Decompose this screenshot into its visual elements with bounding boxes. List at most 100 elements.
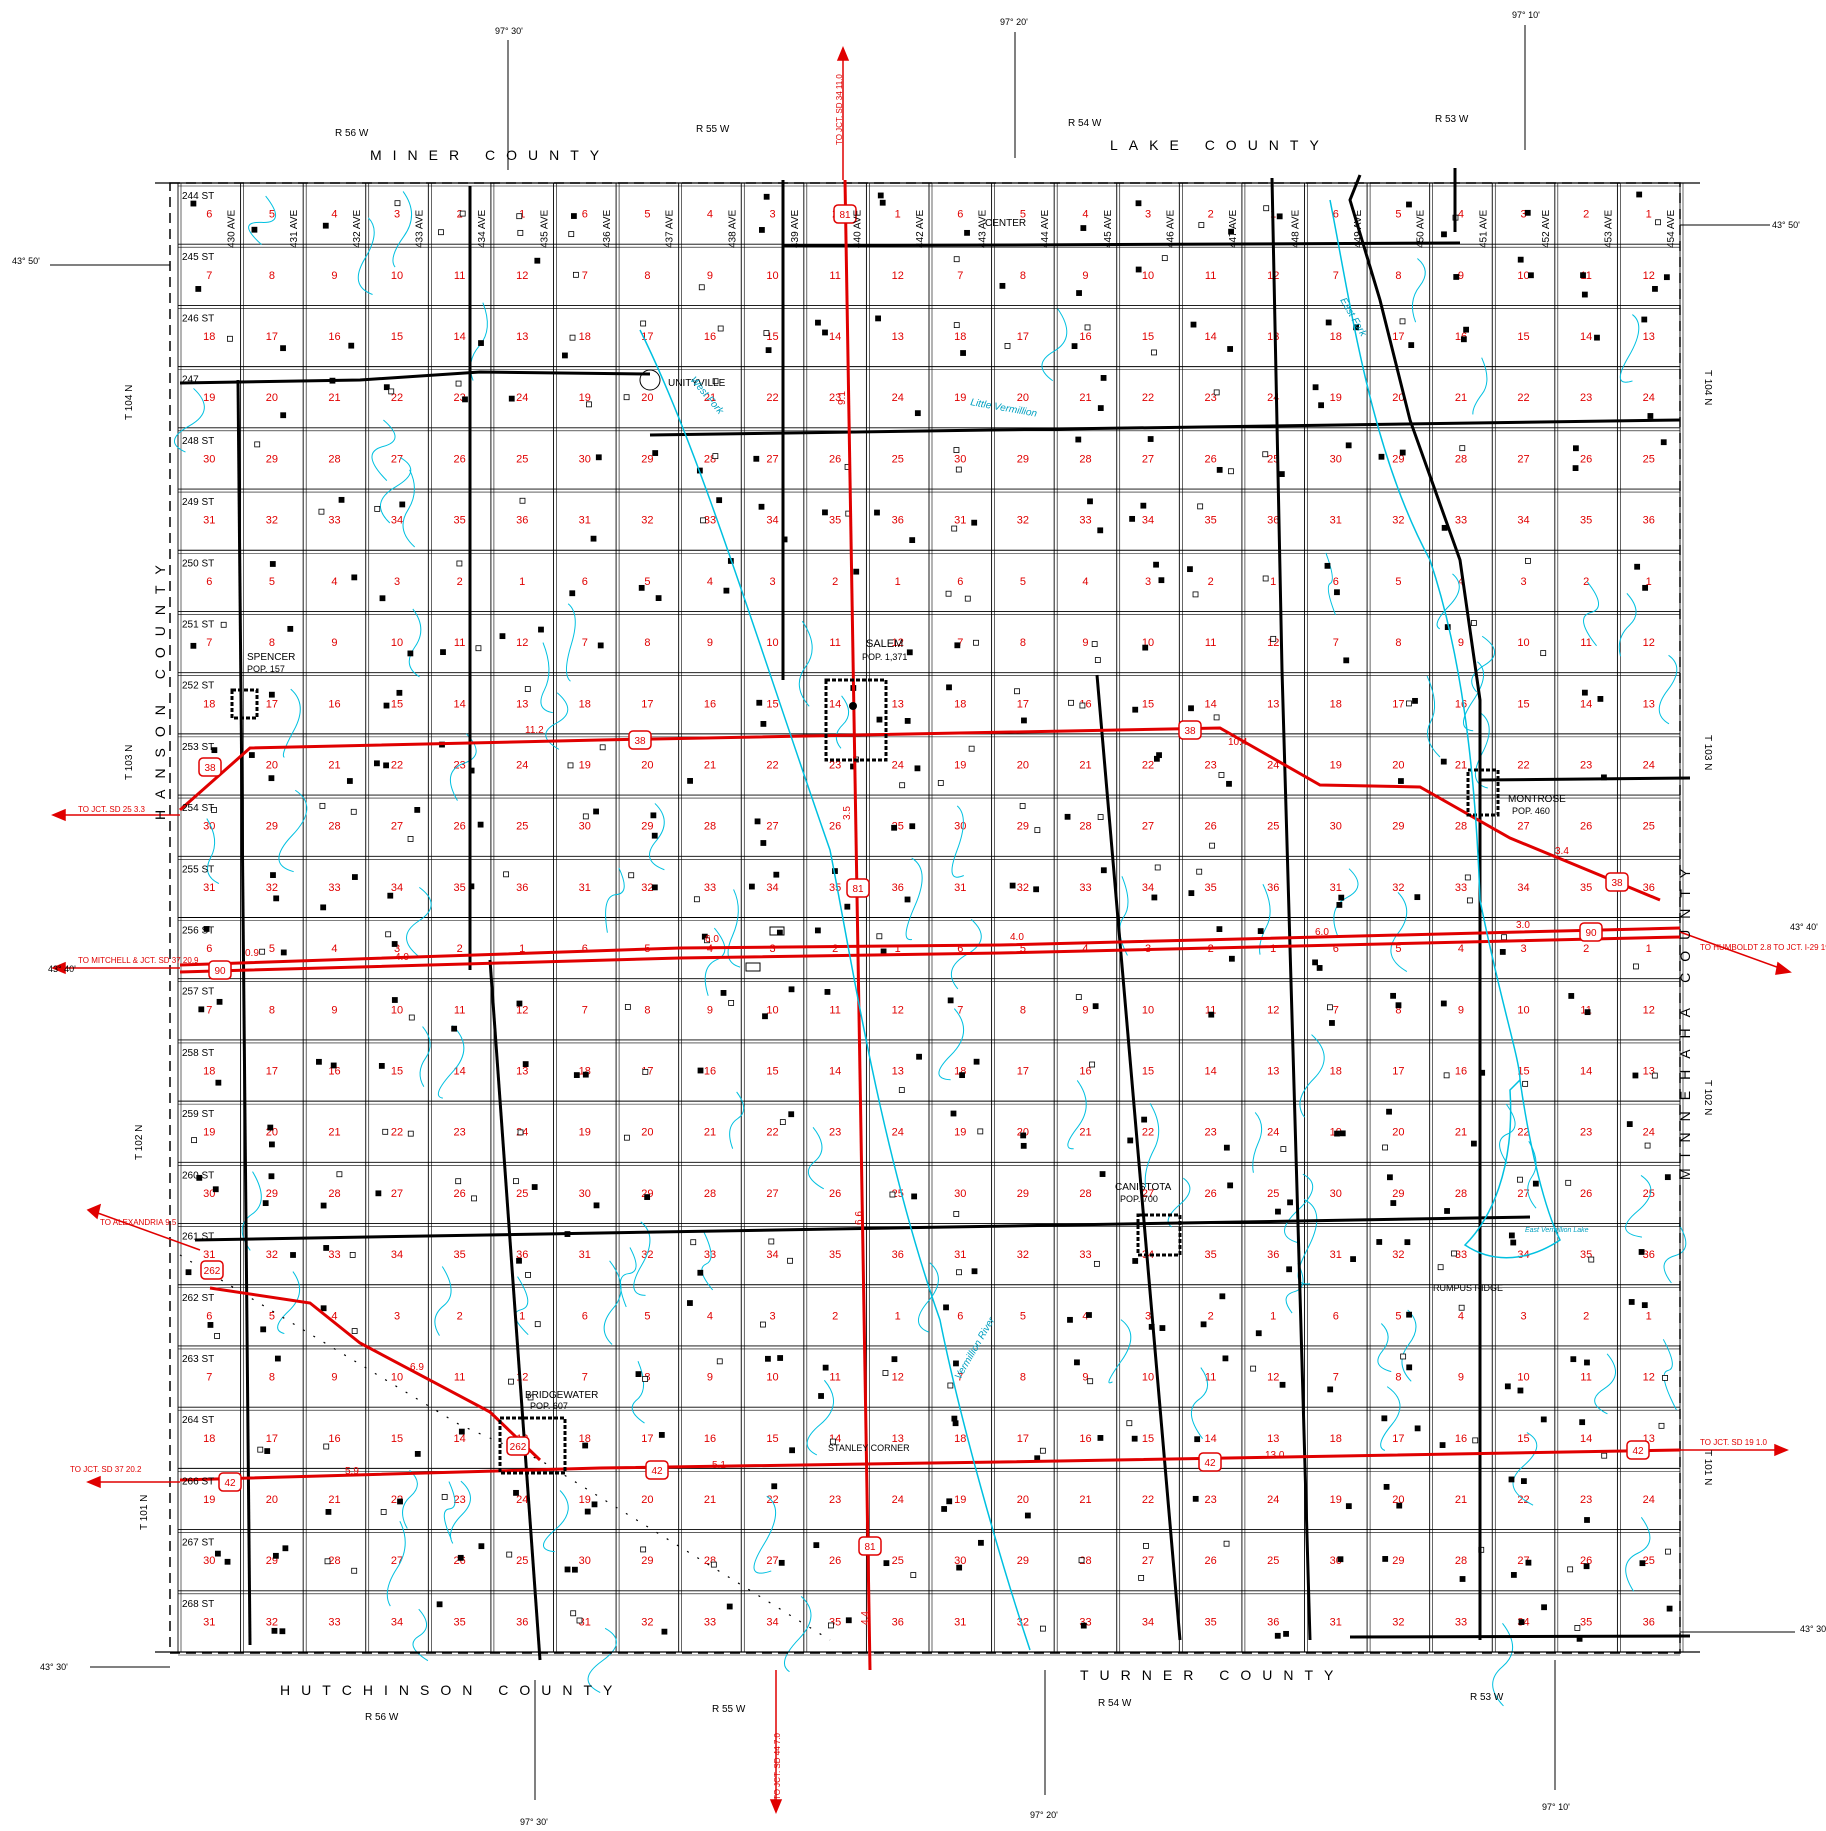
farmstead-marker: [1666, 1605, 1673, 1612]
section-number: 6: [206, 209, 212, 221]
section-number: 30: [954, 821, 966, 833]
section-number: 21: [1079, 759, 1091, 771]
section-number: 4: [707, 209, 713, 221]
farmstead-marker: [1350, 1256, 1356, 1263]
street-label: 258 ST: [182, 1048, 214, 1059]
farmstead-marker: [1642, 584, 1649, 591]
range-r54w-bottom: R 54 W: [1098, 1698, 1132, 1709]
section-number: 21: [328, 759, 340, 771]
section-number: 34: [391, 882, 403, 894]
farmstead-marker: [269, 561, 276, 567]
farmstead-marker: [628, 872, 635, 879]
farmstead-marker: [380, 1509, 387, 1515]
farmstead-marker: [1327, 1386, 1334, 1393]
section-number: 8: [1395, 1004, 1401, 1016]
farmstead-marker: [1517, 1387, 1524, 1394]
farmstead-marker: [582, 813, 589, 820]
farmstead-marker: [203, 926, 210, 932]
section-number: 21: [1455, 392, 1467, 404]
mileage-10-4: 10.4: [1228, 737, 1248, 748]
section-number: 30: [203, 1188, 215, 1200]
section-number: 4: [331, 1310, 337, 1322]
farmstead-marker: [586, 401, 592, 408]
creek: [1663, 1224, 1687, 1284]
section-number: 3: [1520, 576, 1526, 588]
section-number: 25: [1267, 821, 1279, 833]
section-number: 19: [954, 1127, 966, 1139]
section-number: 19: [1330, 392, 1342, 404]
route-shield: 38: [628, 730, 652, 750]
section-number: 27: [1517, 1188, 1529, 1200]
farmstead-marker: [1004, 343, 1011, 349]
farmstead-marker: [723, 587, 730, 594]
farmstead-marker: [1459, 445, 1466, 452]
farmstead-marker: [320, 1305, 327, 1312]
range-r56w-bottom: R 56 W: [365, 1712, 399, 1723]
section-number: 15: [766, 698, 778, 710]
farmstead-marker: [1019, 803, 1026, 809]
section-number: 17: [641, 1433, 653, 1445]
farmstead-marker: [977, 1128, 984, 1135]
section-number: 19: [579, 759, 591, 771]
section-number: 12: [516, 270, 528, 282]
farmstead-marker: [1196, 868, 1203, 875]
section-number: 36: [516, 515, 528, 527]
creek: [729, 1091, 745, 1149]
route-shield: 81: [858, 1536, 882, 1556]
farmstead-marker: [753, 455, 760, 462]
section-number: 33: [704, 1249, 716, 1261]
section-number: 24: [892, 759, 904, 771]
section-number: 20: [1017, 1494, 1029, 1506]
section-number: 25: [516, 1555, 528, 1567]
section-number: 19: [954, 392, 966, 404]
creek: [1583, 581, 1599, 647]
farmstead-marker: [1381, 1415, 1388, 1422]
farmstead-marker: [1080, 1622, 1087, 1629]
section-number: 6: [206, 576, 212, 588]
farmstead-marker: [1639, 1560, 1646, 1567]
section-number: 14: [1205, 1433, 1217, 1445]
section-number: 32: [266, 882, 278, 894]
farmstead-marker: [717, 325, 724, 332]
lat-4330-right: 43° 30': [1800, 1624, 1826, 1634]
section-number: 30: [1330, 453, 1342, 465]
section-number: 33: [1455, 882, 1467, 894]
section-number: 34: [1517, 1249, 1529, 1261]
section-number: 8: [1020, 1372, 1026, 1384]
graticule-ticks: [50, 25, 1795, 1800]
farmstead-marker: [1040, 1625, 1046, 1632]
farmstead-marker: [268, 691, 275, 698]
farmstead-marker: [1228, 468, 1234, 475]
section-number: 30: [1330, 1188, 1342, 1200]
farmstead-marker: [451, 1025, 458, 1032]
section-number: 12: [516, 1372, 528, 1384]
section-number: 14: [454, 1066, 466, 1078]
street-label: 262 ST: [182, 1293, 214, 1304]
farmstead-marker: [383, 702, 390, 709]
section-number: 5: [269, 943, 275, 955]
dest-sd25: TO JCT. SD 25 3.3: [78, 805, 146, 814]
section-number: 14: [1205, 698, 1217, 710]
section-number: 6: [957, 1310, 963, 1322]
route-shield: 262: [506, 1436, 530, 1456]
farmstead-marker: [351, 1567, 358, 1574]
county-name-miner: MINER COUNTY: [370, 147, 610, 163]
section-number: 30: [203, 1555, 215, 1567]
farmstead-marker: [525, 1271, 531, 1278]
section-number: 16: [328, 698, 340, 710]
section-number: 22: [766, 759, 778, 771]
farmstead-marker: [1218, 772, 1225, 778]
section-number: 31: [579, 882, 591, 894]
section-number: 34: [1142, 1616, 1154, 1628]
section-number: 16: [1079, 1433, 1091, 1445]
sd-42: [179, 1448, 1681, 1482]
farmstead-marker: [1588, 1256, 1595, 1263]
street-label: 255 ST: [182, 864, 214, 875]
farmstead-marker: [1262, 575, 1269, 582]
section-number: 32: [1017, 882, 1029, 894]
town-salem-pop: POP. 1,371: [862, 652, 907, 662]
farmstead-marker: [776, 929, 783, 936]
creek: [1144, 1103, 1160, 1188]
farmstead-marker: [268, 1173, 275, 1180]
town-limits: [230, 678, 1500, 1475]
